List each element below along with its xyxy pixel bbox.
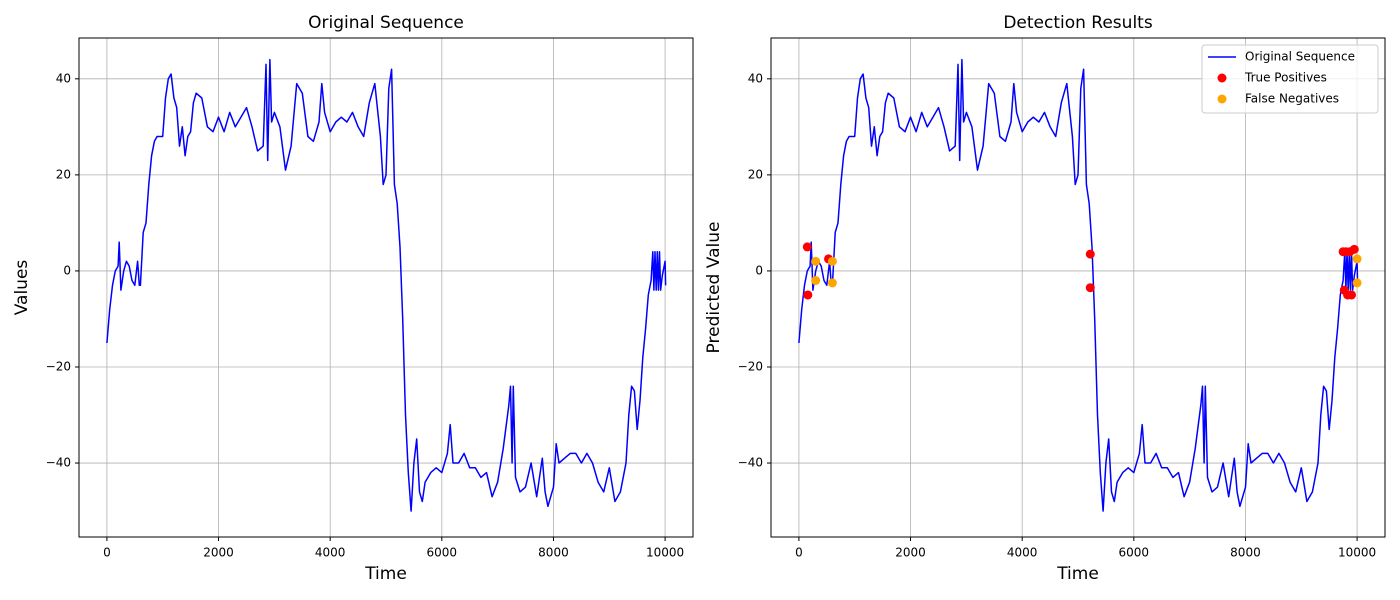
data-point bbox=[827, 278, 837, 288]
plot-frame bbox=[78, 37, 694, 538]
x-axis-label: Time bbox=[1056, 564, 1099, 584]
y-tick-label: 40 bbox=[748, 71, 763, 85]
legend-marker bbox=[1217, 94, 1227, 104]
y-axis-label: Predicted Value bbox=[704, 222, 724, 354]
legend-label: Original Sequence bbox=[1245, 50, 1355, 64]
data-point bbox=[1347, 290, 1357, 300]
x-tick-label: 8000 bbox=[1230, 546, 1261, 560]
data-point bbox=[1352, 254, 1362, 264]
x-tick-label: 10000 bbox=[646, 546, 684, 560]
x-tick-label: 6000 bbox=[1119, 546, 1150, 560]
y-tick-label: 20 bbox=[56, 167, 71, 181]
y-tick-label: −40 bbox=[738, 456, 763, 470]
legend-box bbox=[1201, 44, 1379, 114]
data-line bbox=[106, 58, 667, 512]
x-tick-label: 0 bbox=[103, 546, 111, 560]
x-tick-label: 4000 bbox=[315, 546, 346, 560]
data-point bbox=[802, 242, 812, 252]
data-point bbox=[811, 256, 821, 266]
data-point bbox=[1352, 278, 1362, 288]
subplot: 0 2000 4000 6000 8000 10000 −40 −20 0 20 40 Detecti… bbox=[704, 13, 1386, 584]
y-tick-label: −20 bbox=[738, 359, 763, 373]
data-point bbox=[1085, 283, 1095, 293]
legend-marker bbox=[1217, 73, 1227, 83]
x-tick-label: 6000 bbox=[427, 546, 458, 560]
y-tick-label: 20 bbox=[748, 167, 763, 181]
x-tick-label: 10000 bbox=[1338, 546, 1376, 560]
plot-frame bbox=[770, 37, 1386, 538]
chart-title: Detection Results bbox=[1003, 13, 1153, 33]
x-tick-label: 4000 bbox=[1007, 546, 1038, 560]
data-point bbox=[1349, 244, 1359, 254]
data-point bbox=[827, 256, 837, 266]
x-tick-label: 8000 bbox=[538, 546, 569, 560]
chart-title: Original Sequence bbox=[308, 13, 464, 33]
x-axis-label: Time bbox=[364, 564, 407, 584]
x-tick-label: 0 bbox=[795, 546, 803, 560]
y-axis-label: Values bbox=[12, 260, 32, 316]
x-tick-label: 2000 bbox=[203, 546, 234, 560]
y-tick-label: 40 bbox=[56, 71, 71, 85]
y-tick-label: −40 bbox=[46, 456, 71, 470]
legend-label: True Positives bbox=[1244, 71, 1327, 85]
y-tick-label: 0 bbox=[63, 263, 71, 277]
data-line bbox=[798, 58, 1359, 512]
data-point bbox=[811, 276, 821, 286]
legend-label: False Negatives bbox=[1245, 92, 1339, 106]
subplot: 0 2000 4000 6000 8000 10000 −40 −20 0 20 40 Origina… bbox=[12, 13, 694, 584]
x-tick-label: 2000 bbox=[895, 546, 926, 560]
y-tick-label: 0 bbox=[755, 263, 763, 277]
y-tick-label: −20 bbox=[46, 359, 71, 373]
data-point bbox=[1085, 249, 1095, 259]
data-point bbox=[803, 290, 813, 300]
